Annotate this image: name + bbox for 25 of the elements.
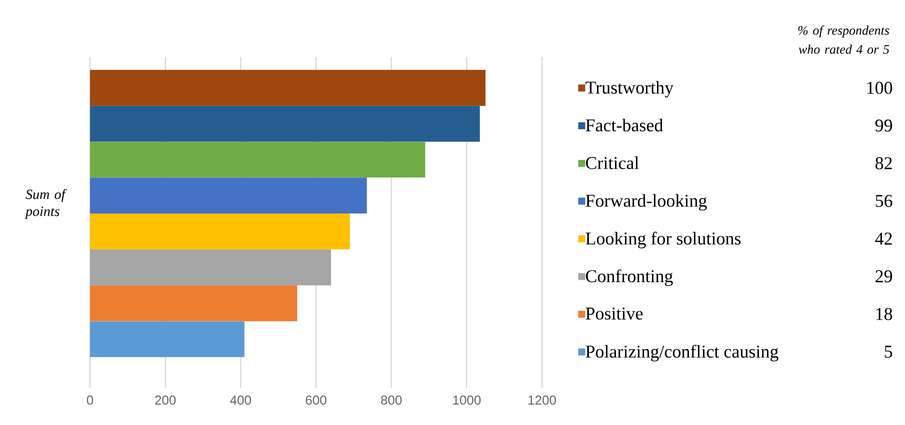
x-tick-label: 1000 (453, 396, 481, 405)
x-tick-label: 400 (230, 396, 252, 405)
x-tick-label: 1200 (528, 396, 556, 405)
x-tick-label: 0 (86, 396, 94, 405)
legend-label: Looking for solutions (586, 232, 741, 248)
legend-label: Fact-based (586, 118, 663, 132)
text: 56 (876, 194, 892, 207)
text: 29 (876, 270, 892, 282)
text: 99 (875, 119, 892, 132)
text: 18 (876, 308, 892, 320)
legend-title: % of respondents who rated 4 or 5 (798, 26, 890, 54)
legend-label: Positive (586, 308, 643, 320)
legend-label: Trustworthy (586, 81, 674, 98)
legend-label: Confronting (586, 269, 673, 286)
y-axis-title: Sum of points (24, 189, 67, 219)
legend-label: Polarizing/conflict causing (586, 344, 778, 362)
legend-label: Critical (586, 156, 639, 170)
x-tick-label: 600 (306, 396, 326, 405)
x-tick-label: 800 (381, 396, 402, 405)
legend-label: Forward-looking (586, 194, 707, 211)
text: 5 (884, 346, 892, 358)
text: 82 (875, 157, 892, 170)
text: 100 (867, 82, 892, 94)
text: 42 (875, 232, 892, 245)
x-tick-label: 200 (155, 396, 176, 405)
